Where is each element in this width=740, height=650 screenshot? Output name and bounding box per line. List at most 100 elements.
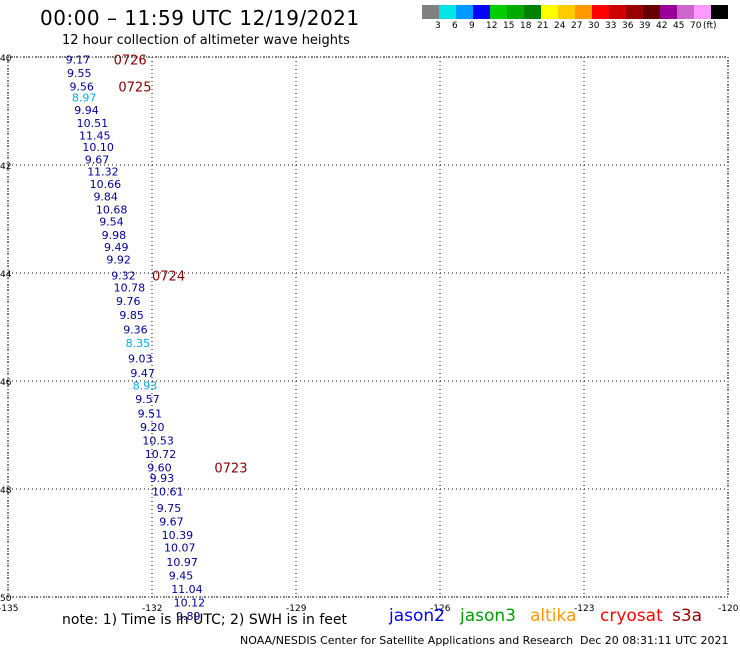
scale-swatch (575, 5, 592, 19)
scale-swatch (677, 5, 694, 19)
wave-height-value: 9.36 (123, 324, 148, 337)
wave-height-value: 9.76 (116, 295, 141, 308)
longitude-label: -132 (142, 604, 162, 614)
wave-height-value: 10.51 (77, 117, 109, 130)
wave-height-value: 9.45 (169, 569, 194, 582)
wave-height-value: 10.39 (162, 529, 194, 542)
longitude-label: -135 (0, 604, 18, 614)
wave-height-value: 9.17 (66, 54, 91, 67)
scale-swatch (711, 5, 728, 19)
latitude-label: 40 (0, 54, 12, 64)
wave-height-value: 9.89 (176, 610, 201, 623)
wave-height-value: 9.54 (99, 216, 124, 229)
scale-swatch (422, 5, 439, 19)
wave-height-value: 10.10 (82, 141, 114, 154)
satellite-jason2: jason2 (389, 606, 445, 626)
scale-label: 30 (588, 21, 600, 31)
scale-label: 15 (503, 21, 515, 31)
wave-height-value: 9.98 (102, 229, 127, 242)
scale-label: 24 (554, 21, 566, 31)
scale-label: 45 (673, 21, 685, 31)
wave-height-value: 8.97 (72, 92, 97, 105)
longitude-label: -126 (430, 604, 451, 614)
scale-label: 12 (486, 21, 498, 31)
generated-timestamp: Dec 20 08:31:11 UTC 2021 (580, 634, 729, 647)
scale-swatch (558, 5, 575, 19)
scale-label: 6 (452, 21, 458, 31)
latitude-label: 48 (0, 486, 12, 496)
wave-height-value: 9.49 (104, 241, 129, 254)
scale-swatch (456, 5, 473, 19)
latitude-label: 44 (0, 270, 12, 280)
wave-height-value: 11.45 (79, 129, 111, 142)
scale-swatch (660, 5, 677, 19)
scale-swatch (524, 5, 541, 19)
longitude-label: -129 (286, 604, 307, 614)
scale-label: 27 (571, 21, 583, 31)
wave-height-value: 9.47 (130, 367, 155, 380)
wave-height-value: 9.67 (85, 154, 110, 167)
source-credit: NOAA/NESDIS Center for Satellite Applica… (240, 634, 574, 647)
wave-height-value: 10.78 (114, 282, 146, 295)
satellite-altika: altika (530, 606, 577, 626)
scale-label: 33 (605, 21, 617, 31)
satellite-s3a: s3a (672, 606, 703, 626)
wave-height-value: 10.07 (164, 541, 196, 554)
scale-swatch (626, 5, 643, 19)
wave-height-value: 9.94 (74, 104, 99, 117)
latitude-label: 46 (0, 378, 12, 388)
latitude-label: 50 (0, 594, 12, 604)
wave-height-value: 10.68 (96, 203, 128, 216)
wave-height-value: 9.03 (128, 352, 153, 365)
scale-swatch (541, 5, 558, 19)
pass-time-label: 0725 (118, 81, 151, 96)
wave-height-value: 9.85 (119, 309, 144, 322)
scale-swatch (643, 5, 660, 19)
scale-swatch (439, 5, 456, 19)
scale-label: 39 (639, 21, 651, 31)
satellite-jason3: jason3 (460, 606, 516, 626)
wave-height-value: 9.20 (140, 421, 165, 434)
scale-label: 70 (690, 21, 702, 31)
map-frame (7, 56, 729, 598)
wave-height-value: 8.93 (133, 379, 158, 392)
wave-height-value: 9.56 (69, 81, 94, 94)
wave-height-value: 10.61 (152, 486, 184, 499)
scale-label: 21 (537, 21, 549, 31)
wave-height-value: 10.53 (142, 434, 174, 447)
wave-height-value: 10.97 (166, 556, 198, 569)
wave-height-value: 9.67 (159, 515, 184, 528)
scale-label: 18 (520, 21, 532, 31)
scale-swatch (490, 5, 507, 19)
latitude-label: 42 (0, 162, 11, 172)
scale-label: 36 (622, 21, 634, 31)
pass-time-label: 0723 (214, 461, 247, 476)
scale-label: 42 (656, 21, 668, 31)
wave-height-value: 9.93 (150, 472, 175, 485)
wave-height-value: 10.72 (145, 448, 177, 461)
scale-label: 9 (469, 21, 475, 31)
scale-swatch (507, 5, 524, 19)
wave-height-value: 9.92 (106, 254, 130, 267)
longitude-label: -120 (718, 604, 739, 614)
scale-swatch (694, 5, 711, 19)
page-title: 00:00 – 11:59 UTC 12/19/2021 (40, 6, 360, 30)
wave-height-color-scale: 3 6 9 12 15 18 21 24 27 30 33 36 39 42 45 70 (ft) (422, 5, 729, 35)
longitude-label: -123 (574, 604, 594, 614)
scale-swatch (609, 5, 626, 19)
wave-height-value: 11.32 (87, 165, 119, 178)
wave-height-value: 9.75 (157, 502, 182, 515)
wave-height-value: 11.04 (171, 583, 203, 596)
wave-height-value: 10.66 (90, 178, 122, 191)
wave-height-value: 9.51 (138, 407, 163, 420)
satellite-cryosat: cryosat (600, 606, 663, 626)
scale-label: 3 (435, 21, 441, 31)
scale-swatch (592, 5, 609, 19)
wave-height-value: 9.55 (67, 67, 92, 80)
page-subtitle: 12 hour collection of altimeter wave hei… (62, 33, 350, 48)
pass-time-label: 0724 (152, 270, 185, 285)
wave-height-value: 9.32 (111, 270, 136, 283)
wave-height-value: 10.12 (174, 596, 206, 609)
wave-height-value: 9.57 (135, 393, 160, 406)
